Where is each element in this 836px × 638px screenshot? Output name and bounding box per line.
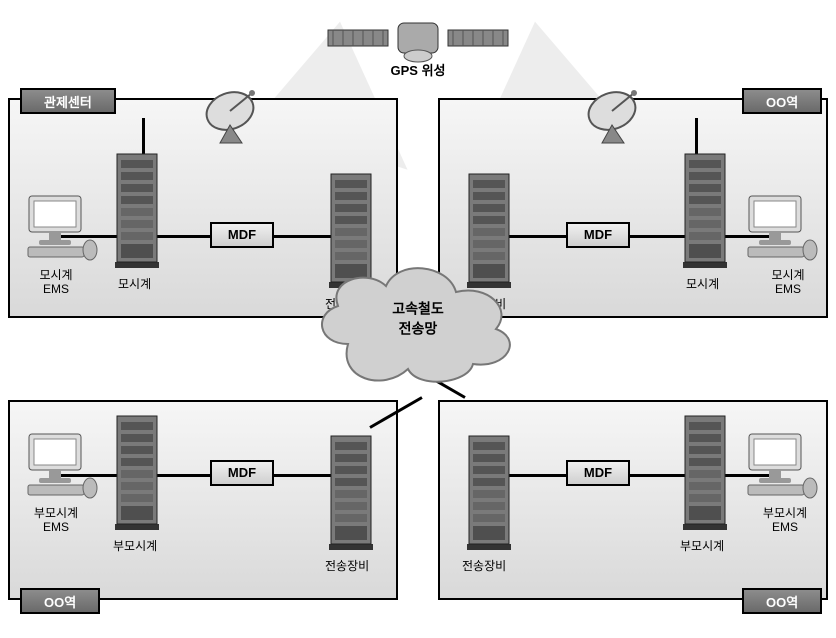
cloud-label-line1: 고속철도 bbox=[392, 300, 444, 316]
panel-title: OO역 bbox=[742, 588, 822, 614]
panel-title: OO역 bbox=[742, 88, 822, 114]
label-clock: 모시계 bbox=[118, 275, 151, 292]
label-clock: 모시계 bbox=[686, 275, 719, 292]
rack-icon bbox=[112, 414, 162, 532]
mdf-box: MDF bbox=[566, 460, 630, 486]
satellite-icon bbox=[318, 8, 518, 68]
label-ems: 모시계EMS bbox=[30, 268, 82, 297]
rack-icon bbox=[680, 152, 730, 270]
mdf-box: MDF bbox=[566, 222, 630, 248]
panel-station-bottom-right: 전송장비 MDF 부모시계 부모시계EMS bbox=[438, 400, 828, 600]
satellite-label: GPS 위성 bbox=[391, 60, 446, 79]
rack-icon bbox=[680, 414, 730, 532]
label-tx: 전송장비 bbox=[462, 557, 506, 574]
label-clock: 부모시계 bbox=[113, 537, 157, 554]
panel-title: 관제센터 bbox=[20, 88, 116, 114]
label-ems: 부모시계EMS bbox=[754, 506, 816, 535]
label-ems: 부모시계EMS bbox=[26, 506, 86, 535]
cloud-label: 고속철도 전송망 bbox=[392, 299, 444, 338]
label-tx: 전송장비 bbox=[325, 557, 369, 574]
rack-icon bbox=[464, 434, 514, 552]
label-clock: 부모시계 bbox=[680, 537, 724, 554]
monitor-icon bbox=[744, 192, 820, 262]
panel-title: OO역 bbox=[20, 588, 100, 614]
rack-icon bbox=[326, 434, 376, 552]
dish-icon bbox=[200, 85, 270, 145]
rack-icon bbox=[112, 152, 162, 270]
monitor-icon bbox=[744, 430, 820, 500]
mdf-box: MDF bbox=[210, 460, 274, 486]
monitor-icon bbox=[24, 192, 100, 262]
monitor-icon bbox=[24, 430, 100, 500]
dish-icon bbox=[582, 85, 652, 145]
label-ems: 모시계EMS bbox=[762, 268, 814, 297]
cloud-label-line2: 전송망 bbox=[399, 320, 438, 336]
panel-station-bottom-left: 부모시계EMS 부모시계 MDF 전송장비 bbox=[8, 400, 398, 600]
mdf-box: MDF bbox=[210, 222, 274, 248]
